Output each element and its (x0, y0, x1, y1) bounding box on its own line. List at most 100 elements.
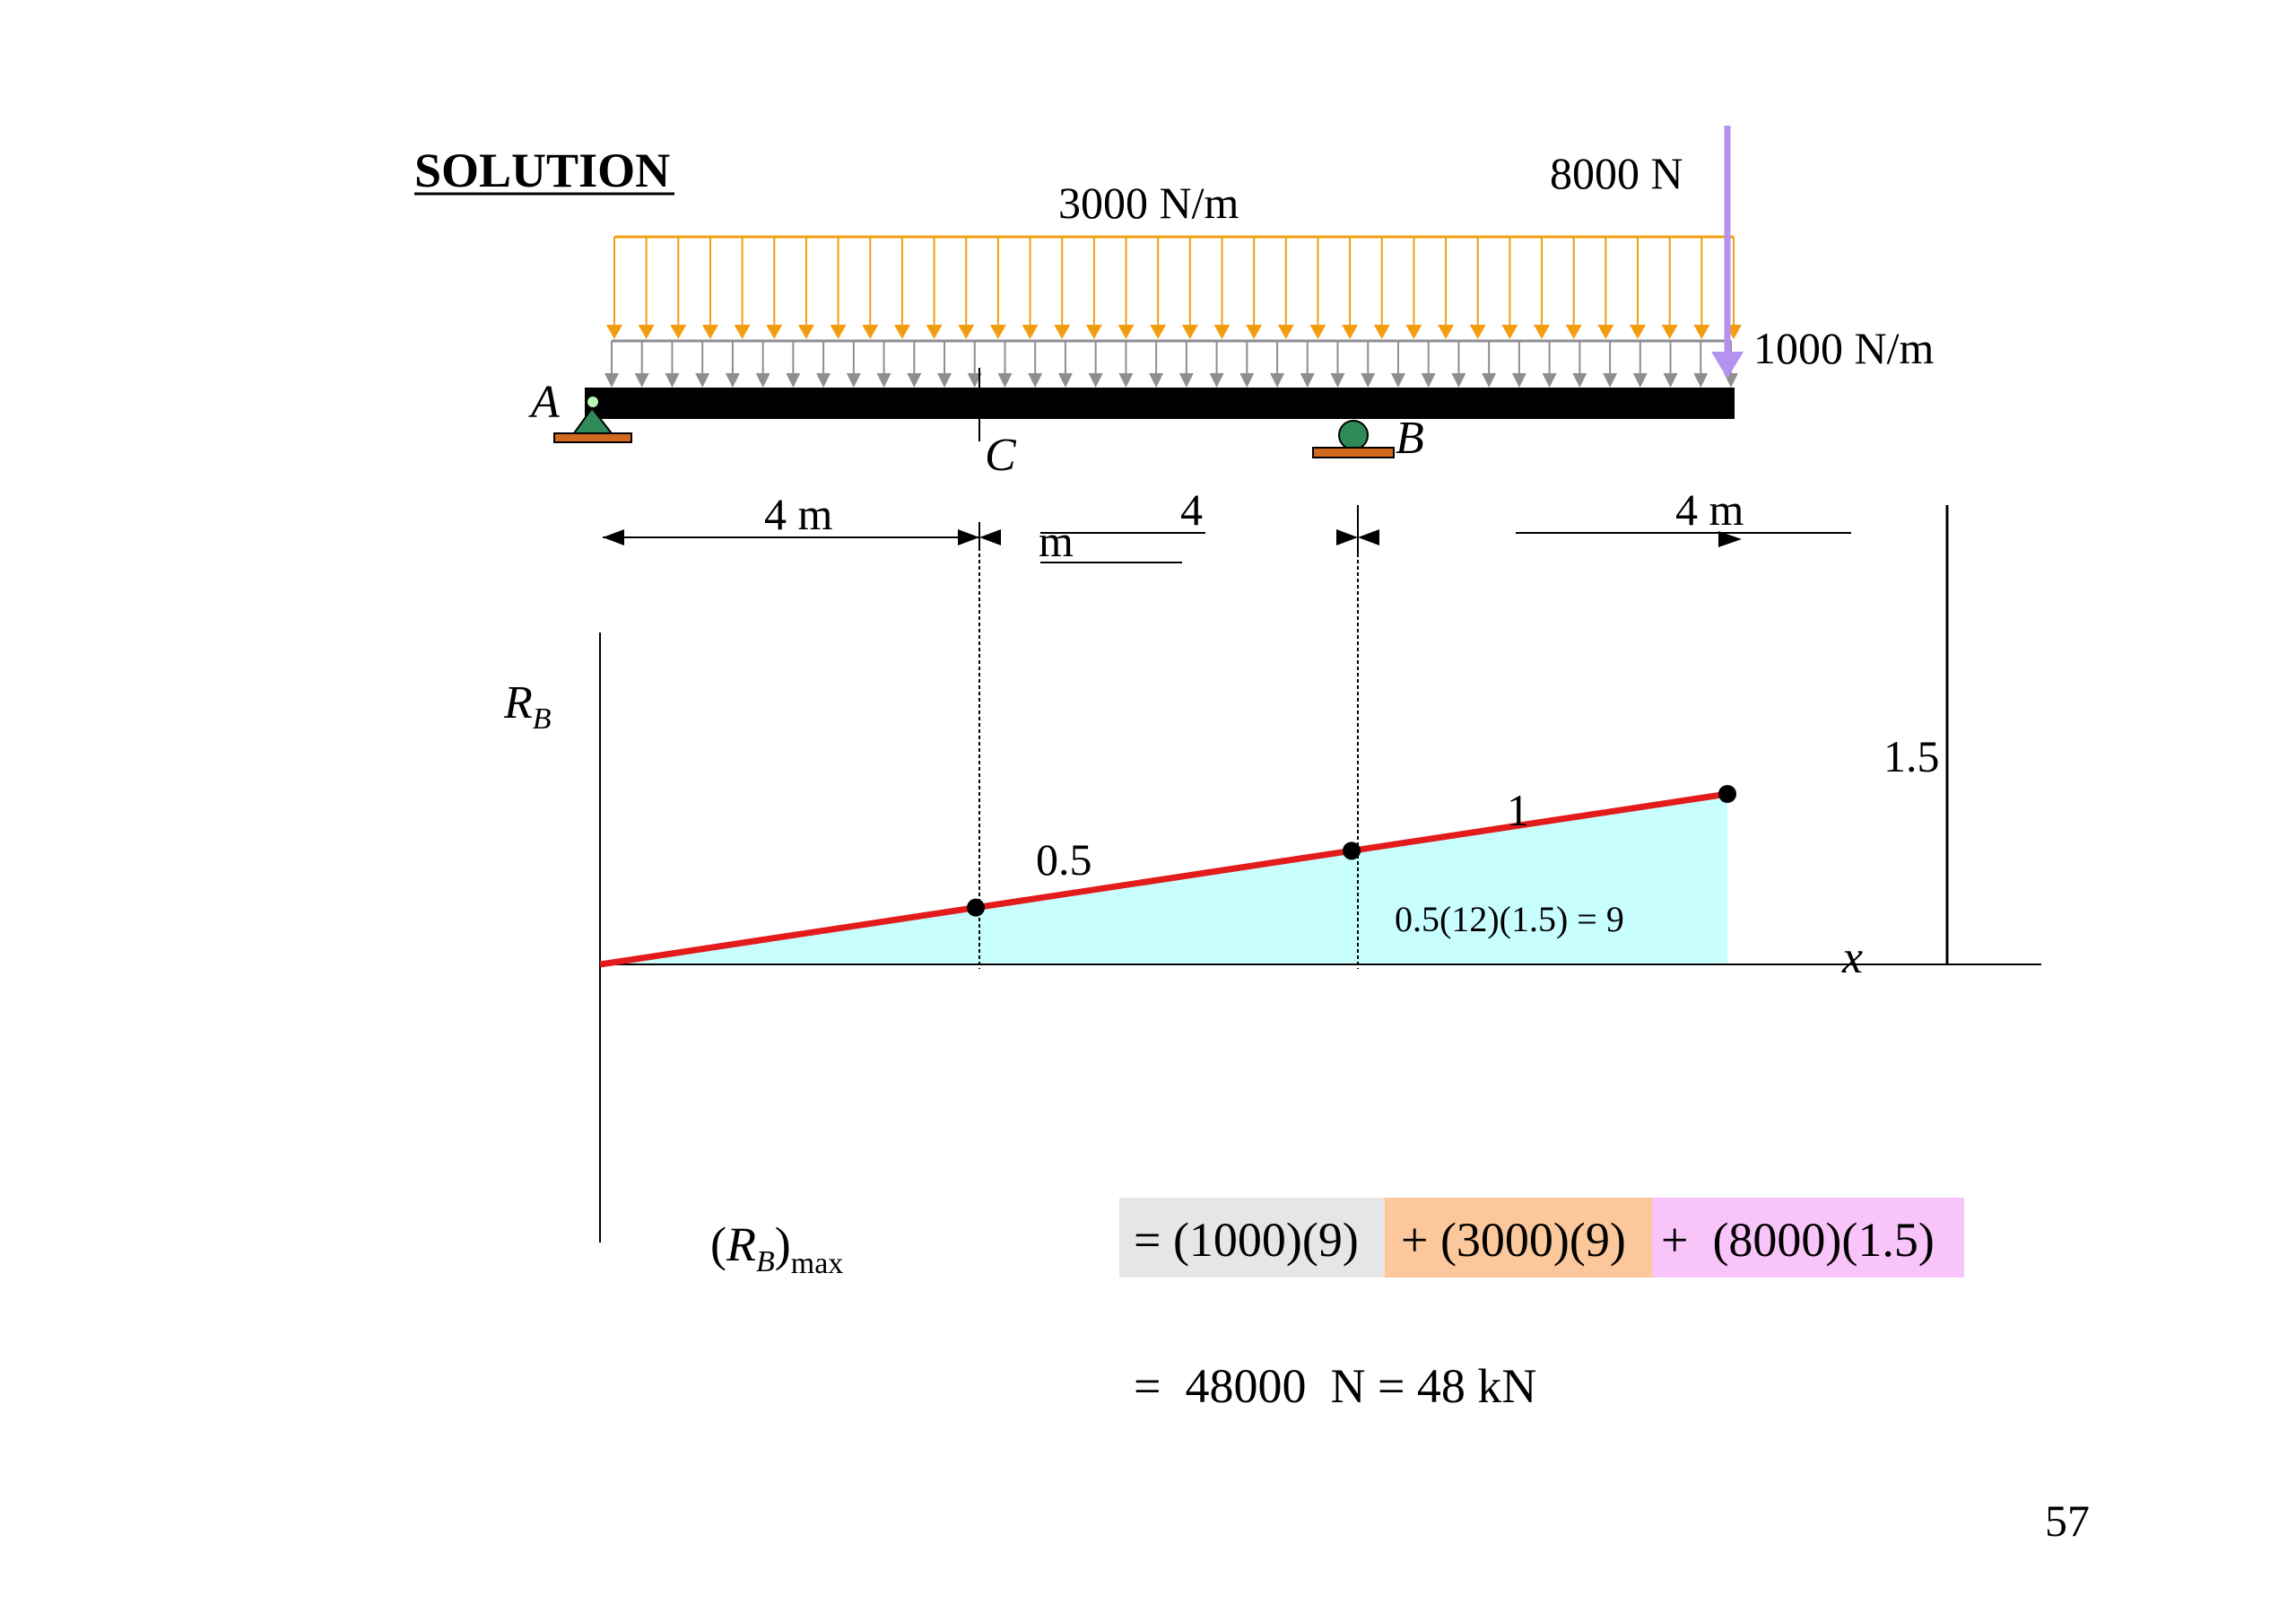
top-load-arrow (1501, 237, 1518, 339)
top-load-arrow (1438, 237, 1455, 339)
top-load-arrow (1150, 237, 1167, 339)
ordinate-c-label: 0.5 (1036, 834, 1092, 885)
area-label: 0.5(12)(1.5) = 9 (1395, 899, 1624, 939)
top-load-arrow (606, 237, 622, 339)
dimension-span1: 4 m (764, 489, 833, 539)
bottom-load-arrow (997, 341, 1013, 388)
distributed-load-bottom-arrows (604, 339, 1738, 388)
influence-axis-label: RB (503, 677, 552, 736)
bottom-load-arrow (816, 341, 831, 388)
top-load-arrow (1246, 237, 1263, 339)
top-load-arrow (1373, 237, 1390, 339)
bottom-load-arrow (1300, 341, 1315, 388)
bottom-load-arrow (1542, 341, 1557, 388)
top-load-arrow (1181, 237, 1198, 339)
influence-x-label: x (1841, 932, 1863, 983)
equation-term3: + (8000)(1.5) (1661, 1213, 1935, 1267)
term1-highlight (1119, 1198, 1385, 1278)
top-load-arrow (989, 237, 1006, 339)
bottom-load-arrow (1451, 341, 1466, 388)
influence-line (599, 790, 1728, 968)
top-load-arrow (701, 237, 718, 339)
top-load-arrow (1597, 237, 1614, 339)
top-load-arrow (1661, 237, 1678, 339)
bottom-load-arrow (725, 341, 740, 388)
term3-highlight (1652, 1198, 1964, 1278)
bottom-load-arrow (1603, 341, 1618, 388)
beam (585, 388, 1735, 419)
bottom-load-arrow (1511, 341, 1526, 388)
ordinate-b-label: 1 (1507, 785, 1529, 835)
top-load-arrow (1405, 237, 1422, 339)
influence-ordinate-point (1343, 842, 1361, 860)
bottom-load-arrow (1028, 341, 1043, 388)
top-load-arrow (1534, 237, 1551, 339)
distributed-load-top-label: 3000 N/m (1058, 178, 1239, 228)
equation-term1: = (1000)(9) (1134, 1213, 1359, 1267)
equation-result: = 48000 N = 48 kN (1134, 1359, 1536, 1413)
ordinate-end-label: 1.5 (1883, 731, 1940, 781)
pin-support-a (553, 395, 632, 443)
point-a-label: A (528, 377, 560, 428)
dimension-span2-unit: m (1039, 516, 1074, 566)
equation-term2: + (3000)(9) (1401, 1213, 1626, 1267)
top-load-arrow (893, 237, 910, 339)
page-number: 57 (2045, 1496, 2090, 1546)
top-load-arrow (766, 237, 783, 339)
bottom-load-arrow (1632, 341, 1648, 388)
bottom-load-arrow (1482, 341, 1497, 388)
dimension-span3: 4 m (1675, 484, 1744, 535)
top-load-arrow (1022, 237, 1039, 339)
top-load-arrow (1118, 237, 1135, 339)
top-load-arrow (1054, 237, 1071, 339)
bottom-load-arrow (1270, 341, 1285, 388)
point-load-arrow (1711, 126, 1744, 379)
bottom-load-arrow (786, 341, 801, 388)
bottom-load-arrow (1693, 341, 1709, 388)
bottom-load-arrow (1421, 341, 1436, 388)
point-load-label: 8000 N (1550, 148, 1683, 198)
bottom-load-arrow (1663, 341, 1678, 388)
bottom-load-arrow (1330, 341, 1345, 388)
influence-ordinate-point (1718, 785, 1736, 803)
bottom-load-arrow (604, 341, 619, 388)
top-load-arrow (1565, 237, 1582, 339)
top-load-arrow (958, 237, 975, 339)
top-load-arrow (1630, 237, 1647, 339)
max-reaction-label: (RB)max (710, 1217, 843, 1280)
top-load-arrow (1213, 237, 1231, 339)
bottom-load-arrow (634, 341, 649, 388)
bottom-load-arrow (1390, 341, 1405, 388)
point-c-label: C (985, 430, 1017, 481)
dimension-lines (603, 505, 1851, 563)
bottom-load-arrow (846, 341, 861, 388)
top-load-arrow (862, 237, 879, 339)
bottom-load-arrow (1361, 341, 1376, 388)
bottom-load-arrow (1149, 341, 1164, 388)
bottom-load-arrow (665, 341, 680, 388)
term2-highlight (1385, 1198, 1652, 1278)
top-load-arrow (926, 237, 943, 339)
top-load-arrow (1342, 237, 1359, 339)
influence-ordinate-point (967, 898, 985, 917)
bottom-load-arrow (937, 341, 952, 388)
top-load-arrow (797, 237, 814, 339)
top-load-arrow (670, 237, 687, 339)
point-b-label: B (1396, 413, 1424, 464)
bottom-load-arrow (1239, 341, 1255, 388)
roller-support-b (1312, 420, 1395, 458)
top-load-arrow (1277, 237, 1294, 339)
solution-title: SOLUTION (414, 144, 670, 197)
bottom-load-arrow (907, 341, 922, 388)
influence-ordinate-points (967, 785, 1736, 917)
bottom-load-arrow (1178, 341, 1194, 388)
bottom-load-arrow (1057, 341, 1073, 388)
top-load-arrow (734, 237, 751, 339)
bottom-load-arrow (876, 341, 891, 388)
bottom-load-arrow (755, 341, 770, 388)
bottom-load-arrow (1088, 341, 1103, 388)
bottom-load-arrow (1572, 341, 1587, 388)
dimension-span2-number: 4 (1180, 484, 1203, 535)
distributed-load-bottom-label: 1000 N/m (1753, 323, 1935, 373)
